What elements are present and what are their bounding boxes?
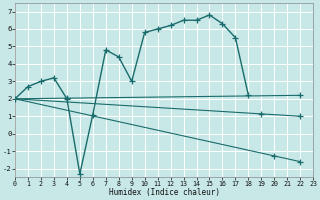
X-axis label: Humidex (Indice chaleur): Humidex (Indice chaleur) <box>108 188 220 197</box>
